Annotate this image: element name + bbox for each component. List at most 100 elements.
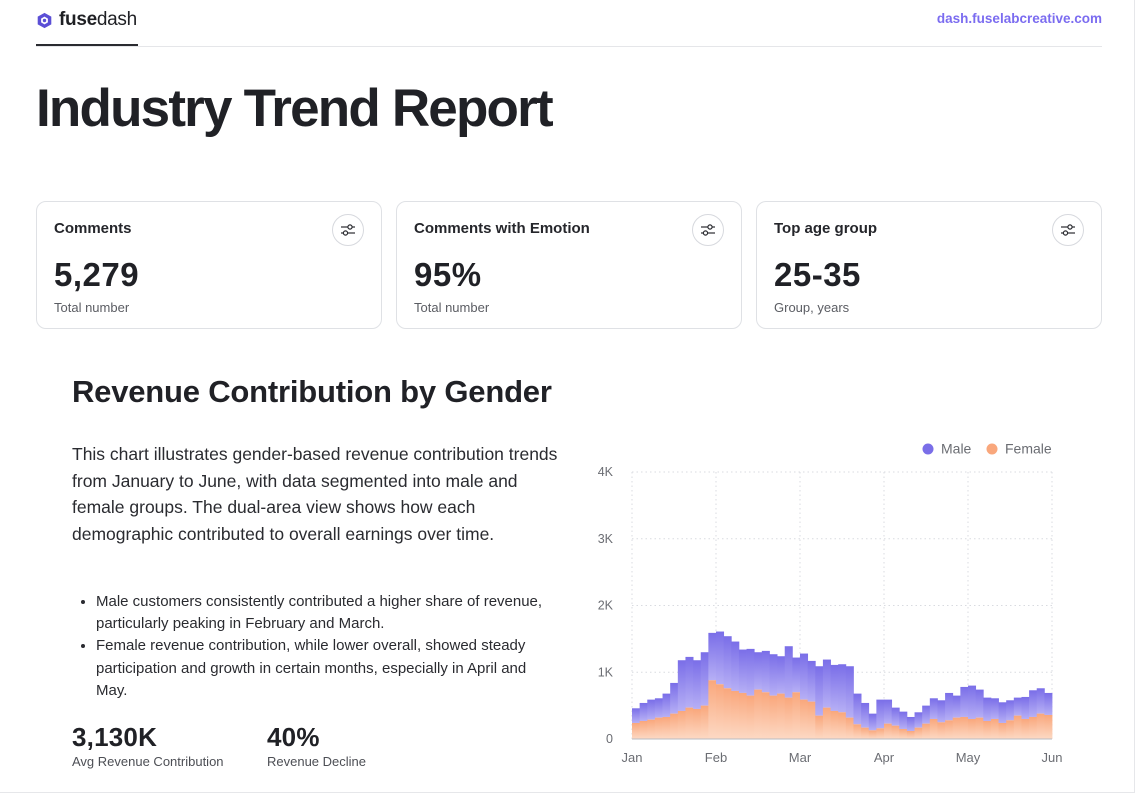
male-bar [899,711,908,729]
filter-button[interactable] [1052,214,1084,246]
brand-logo[interactable]: fusedash [36,9,137,31]
male-bar [990,698,999,719]
female-bar [899,728,908,739]
sliders-icon [701,224,715,236]
male-bar [784,646,793,698]
male-bar [662,693,671,717]
male-bar [800,653,809,700]
kpi-card-emotion: Comments with Emotion 95% Total number [396,201,742,329]
stat-avg-revenue: 3,130K Avg Revenue Contribution [72,722,224,769]
male-bar [1029,690,1038,717]
female-bar [975,717,984,739]
stat-value: 3,130K [72,722,158,752]
male-bar [700,652,709,706]
filter-button[interactable] [332,214,364,246]
male-bar [1006,700,1015,721]
male-bar [830,664,839,711]
kpi-card-title: Comments [54,220,132,237]
male-bar [754,652,763,690]
top-bar: fusedash dash.fuselabcreative.com [36,0,1102,47]
male-bar [746,648,755,696]
female-bar [670,713,679,739]
insight-list: Male customers consistently contributed … [72,591,560,702]
kpi-card-title: Comments with Emotion [414,220,590,237]
brand-name-suffix: dash [96,9,137,30]
legend-swatch [986,443,998,455]
male-bar [792,657,801,693]
female-bar [693,708,702,739]
male-bar [998,702,1007,723]
sliders-icon [1061,224,1075,236]
filter-button[interactable] [692,214,724,246]
kpi-card-value: 95% [414,256,482,293]
stat-value: 40% [267,722,320,752]
female-bar [677,710,686,739]
female-bar [738,692,747,739]
kpi-card-subtitle: Total number [414,300,490,315]
page-title: Industry Trend Report [36,79,554,138]
kpi-cards: Comments 5,279 Total number Comments wit… [36,201,1102,329]
female-bar [952,717,961,739]
y-tick-label: 3K [598,532,614,546]
female-bar [792,692,801,739]
female-bar [922,723,931,739]
male-bar [861,702,870,728]
male-bar [761,650,770,693]
male-bar [906,716,915,731]
male-bar [677,660,686,711]
female-bar [746,695,755,739]
female-bar [731,690,740,739]
legend-label: Male [941,441,972,457]
stat-label: Revenue Decline [267,754,367,769]
female-bar [723,688,732,739]
female-bar [884,723,893,739]
female-bar [1029,716,1038,739]
brand-name: fusedash [59,9,137,31]
section-title: Revenue Contribution by Gender [72,374,552,409]
legend-label: Female [1005,441,1052,457]
female-bar [700,705,709,739]
male-bar [945,692,954,721]
female-bar [769,695,778,739]
male-bar [632,708,641,723]
male-bar [1044,692,1053,715]
site-link[interactable]: dash.fuselabcreative.com [936,11,1102,26]
male-bar [884,699,893,724]
female-bar [945,720,954,739]
male-bar [975,689,984,718]
legend-swatch [922,443,934,455]
female-bar [632,722,641,739]
male-bar [769,654,778,696]
female-bar [777,693,786,739]
active-nav-underline [36,44,138,46]
kpi-card-value: 25-35 [774,256,861,293]
female-bar [998,722,1007,739]
y-tick-label: 0 [606,732,613,746]
male-bar [952,695,961,718]
kpi-card-subtitle: Group, years [774,300,850,315]
y-tick-label: 2K [598,599,614,613]
stat-revenue-decline: 40% Revenue Decline [267,722,366,769]
male-bar [960,686,969,717]
section-description: This chart illustrates gender-based reve… [72,444,558,544]
x-tick-label: May [956,750,981,765]
x-tick-label: Feb [705,750,727,765]
female-bar [822,707,831,739]
female-bar [853,724,862,739]
male-bar [738,649,747,693]
kpi-card-age-group: Top age group 25-35 Group, years [756,201,1102,329]
male-bar [983,697,992,721]
insight-item: Female revenue contribution, while lower… [96,635,560,702]
female-bar [685,707,694,739]
x-tick-label: Mar [789,750,812,765]
male-bar [937,700,946,723]
female-bar [639,720,648,739]
female-bar [906,730,915,739]
female-bar [754,689,763,739]
female-bar [838,712,847,739]
female-bar [968,718,977,739]
female-bar [990,718,999,739]
female-bar [708,680,717,739]
male-bar [876,699,885,729]
